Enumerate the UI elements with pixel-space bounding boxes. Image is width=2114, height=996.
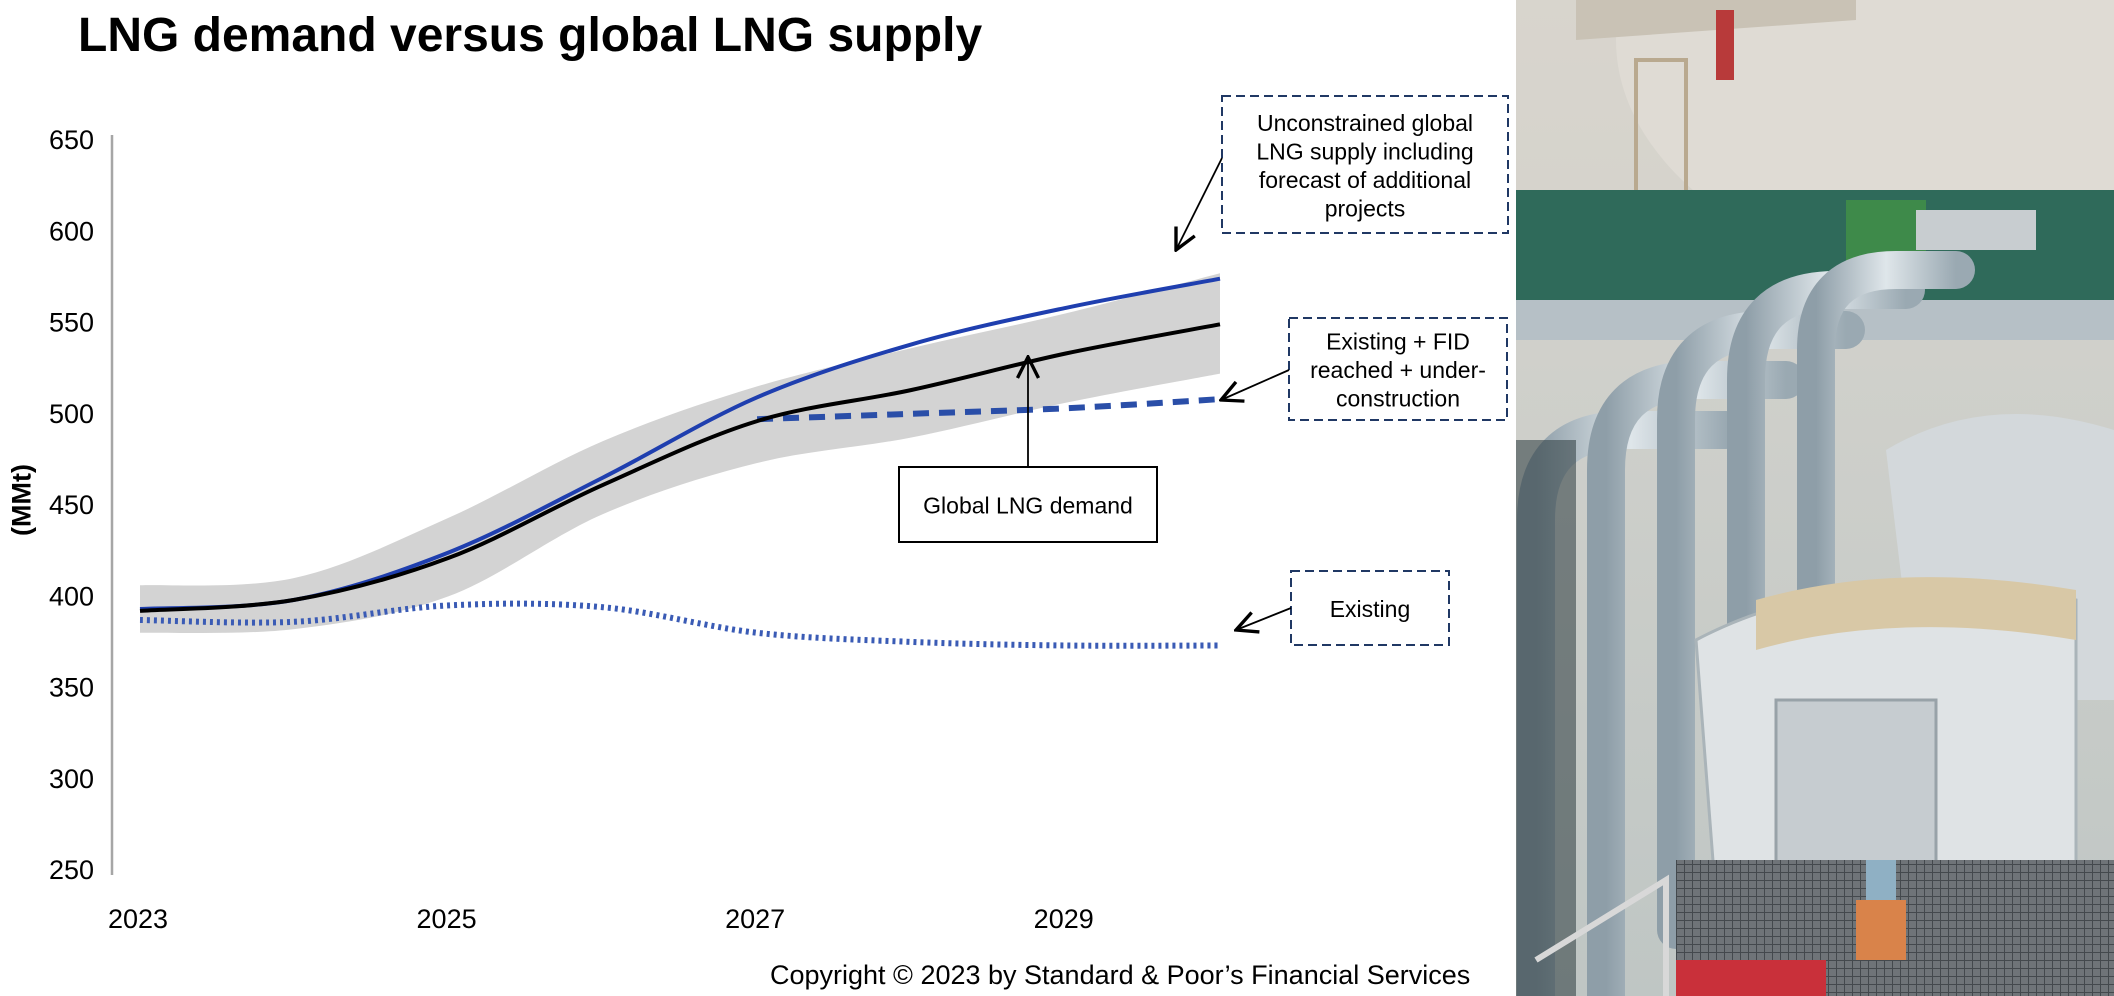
- chart-plot: 250 300 350 400 450 500 550 600 650 2023 2025 2027 2…: [49, 95, 1509, 934]
- callout-text-line: construction: [1336, 386, 1460, 412]
- forecast-range-band: [140, 273, 1220, 633]
- callout-box: [1288, 317, 1508, 421]
- callout-global-demand: Global LNG demand: [898, 357, 1158, 543]
- callout-text-line: projects: [1325, 195, 1406, 221]
- callout-text-line: Global LNG demand: [923, 493, 1133, 519]
- callout-text-line: reached + under-: [1310, 357, 1486, 383]
- callout-arrow: [1236, 607, 1292, 630]
- y-tick-label: 250: [49, 855, 94, 885]
- callout-arrow: [1176, 157, 1223, 250]
- lng-ship-deck-photo: [1516, 0, 2114, 996]
- chart-title: LNG demand versus global LNG supply: [78, 9, 983, 62]
- x-tick-label: 2023: [108, 904, 168, 934]
- existing-fid-construction-line: [756, 396, 1221, 423]
- callout-text-line: Unconstrained global: [1257, 110, 1473, 136]
- callout-arrow: [1221, 369, 1290, 400]
- existing-supply-line: [139, 600, 1221, 649]
- global-demand-line: [139, 322, 1221, 613]
- y-tick-label: 400: [49, 581, 94, 611]
- chart-panel: LNG demand versus global LNG supply (MMt…: [6, 9, 1509, 990]
- y-tick-label: 300: [49, 764, 94, 794]
- callout-existing: Existing: [1236, 570, 1450, 646]
- y-tick-label: 600: [49, 216, 94, 246]
- copyright-text: Copyright © 2023 by Standard & Poor’s Fi…: [770, 960, 1471, 990]
- callout-box: [1221, 95, 1509, 234]
- callout-text-line: forecast of additional: [1259, 167, 1471, 193]
- callout-text-line: Existing + FID: [1326, 329, 1470, 355]
- y-tick-label: 450: [49, 490, 94, 520]
- x-tick-label: 2027: [725, 904, 785, 934]
- callout-box: [898, 466, 1158, 543]
- y-tick-label: 650: [49, 125, 94, 155]
- callout-text-line: LNG supply including: [1256, 138, 1473, 164]
- x-tick-label: 2025: [417, 904, 477, 934]
- y-tick-label: 350: [49, 673, 94, 703]
- x-tick-label: 2029: [1034, 904, 1094, 934]
- callout-text-line: Existing: [1330, 596, 1411, 622]
- callout-box: [1290, 570, 1450, 646]
- y-tick-label: 500: [49, 399, 94, 429]
- y-tick-label: 550: [49, 308, 94, 338]
